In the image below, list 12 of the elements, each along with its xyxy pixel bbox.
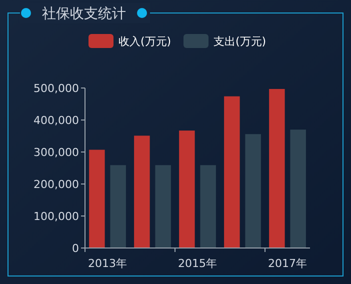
y-tick-label: 300,000	[34, 146, 79, 159]
x-tick-label: 2015年	[178, 257, 217, 270]
y-tick-label: 200,000	[34, 178, 79, 191]
chart-title: 社保收支统计	[42, 6, 126, 22]
y-tick-label: 0	[72, 242, 79, 255]
legend-label: 收入(万元)	[118, 35, 172, 48]
x-tick-label: 2013年	[88, 257, 127, 270]
x-tick-label: 2017年	[268, 257, 307, 270]
legend-label: 支出(万元)	[214, 35, 266, 48]
y-tick-label: 500,000	[34, 82, 79, 95]
y-tick-label: 100,000	[34, 210, 79, 223]
y-tick-label: 400,000	[34, 114, 79, 127]
